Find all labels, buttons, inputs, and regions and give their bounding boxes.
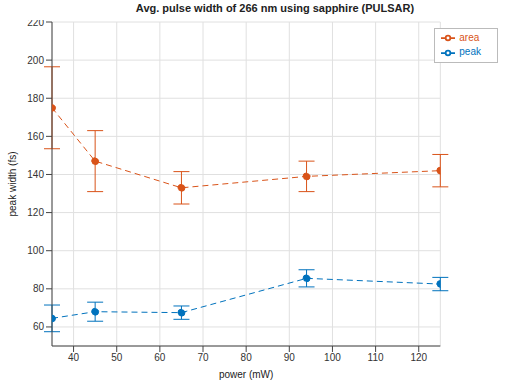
svg-text:100: 100 (27, 245, 44, 256)
svg-text:power (mW): power (mW) (219, 369, 273, 380)
html-text:area: area (459, 32, 480, 43)
svg-text:110: 110 (368, 352, 384, 363)
svg-text:120: 120 (410, 352, 427, 363)
svg-text:60: 60 (154, 352, 166, 363)
svg-text:120: 120 (27, 207, 44, 218)
svg-text:80: 80 (33, 283, 45, 294)
svg-text:40: 40 (68, 352, 80, 363)
svg-text:180: 180 (27, 93, 44, 104)
svg-text:220: 220 (27, 20, 44, 28)
svg-text:90: 90 (284, 352, 296, 363)
svg-text:160: 160 (27, 131, 44, 142)
svg-text:50: 50 (111, 352, 123, 363)
svg-text:140: 140 (27, 169, 44, 180)
html-text:Avg. pulse width of 266 nm usi: Avg. pulse width of 266 nm using sapphir… (135, 2, 415, 14)
html-text:peak: peak (459, 46, 481, 58)
svg-text:200: 200 (27, 55, 44, 66)
svg-text:60: 60 (33, 321, 45, 332)
svg-text:70: 70 (197, 352, 209, 363)
svg-text:peak width (fs): peak width (fs) (8, 151, 18, 216)
svg-text:80: 80 (241, 352, 253, 363)
svg-text:100: 100 (324, 352, 341, 363)
